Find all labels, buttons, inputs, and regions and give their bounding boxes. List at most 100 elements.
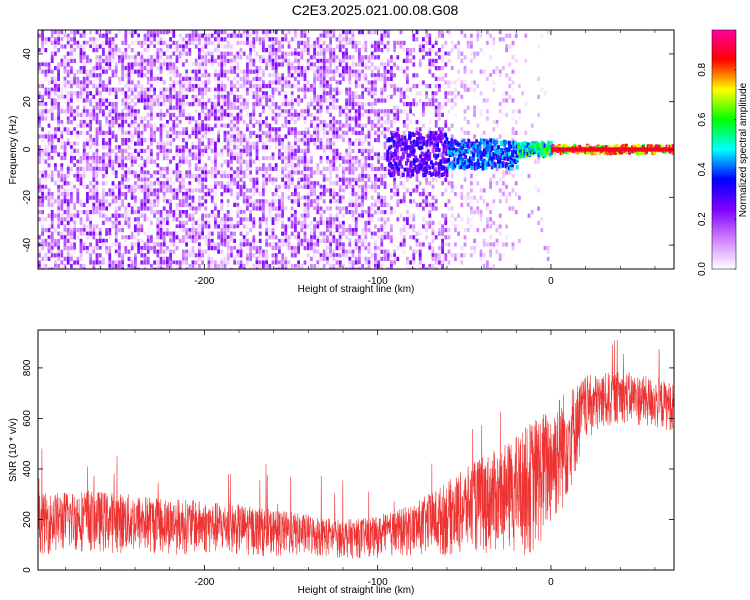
heatmap-cell	[338, 112, 342, 117]
heatmap-cell	[70, 30, 73, 35]
heatmap-cell	[92, 206, 96, 211]
heatmap-cell	[162, 148, 166, 153]
heatmap-cell	[150, 156, 153, 161]
heatmap-cell	[351, 33, 355, 38]
heatmap-cell	[166, 220, 169, 225]
heatmap-cell	[217, 55, 220, 60]
heatmap-cell	[79, 156, 83, 161]
heatmap-cell	[281, 145, 284, 150]
heatmap-cell	[287, 264, 291, 269]
heatmap-cell	[236, 174, 240, 179]
heatmap-cell	[44, 228, 48, 233]
heatmap-cell	[306, 127, 310, 132]
heatmap-cell	[303, 217, 307, 222]
heatmap-cell	[134, 235, 137, 240]
heatmap-cell	[220, 94, 224, 99]
heatmap-cell	[194, 206, 198, 211]
heatmap-cell	[98, 76, 102, 81]
heatmap-cell	[114, 206, 118, 211]
heatmap-cell	[316, 170, 320, 175]
heatmap-cell	[338, 246, 342, 251]
heatmap-cell	[194, 94, 198, 99]
heatmap-cell	[102, 33, 105, 38]
heatmap-cell	[230, 58, 233, 63]
heatmap-cell	[345, 112, 348, 117]
heatmap-cell	[70, 231, 73, 236]
heatmap-cell	[210, 238, 214, 243]
heatmap-cell	[146, 192, 150, 197]
heatmap-cell	[44, 116, 48, 121]
heatmap-cell	[306, 80, 310, 85]
heatmap-cell	[70, 37, 73, 42]
heatmap-cell	[281, 141, 284, 146]
heatmap-cell	[60, 249, 64, 254]
heatmap-cell	[294, 48, 297, 53]
heatmap-cell	[284, 192, 288, 197]
heatmap-cell	[111, 109, 115, 114]
heatmap-cell	[322, 134, 326, 139]
heatmap-cell	[57, 231, 60, 236]
heatmap-cell	[303, 202, 307, 207]
heatmap-cell	[348, 141, 352, 146]
heatmap-cell	[182, 94, 185, 99]
heatmap-cell	[121, 109, 124, 114]
heatmap-cell	[201, 62, 204, 67]
heatmap-cell	[137, 84, 140, 89]
heatmap-cell	[380, 73, 384, 78]
heatmap-cell	[98, 87, 102, 92]
heatmap-cell	[255, 30, 259, 35]
heatmap-cell	[268, 55, 272, 60]
heatmap-cell	[89, 69, 92, 74]
heatmap-cell	[159, 55, 163, 60]
heatmap-cell	[41, 102, 44, 107]
heatmap-cell	[303, 109, 307, 114]
heatmap-cell	[342, 55, 345, 60]
heatmap-cell	[268, 127, 272, 132]
heatmap-cell	[287, 260, 291, 265]
heatmap-cell	[370, 260, 374, 265]
heatmap-cell	[191, 228, 195, 233]
heatmap-cell	[326, 73, 329, 78]
heatmap-cell	[124, 123, 128, 128]
heatmap-cell	[265, 177, 268, 182]
heatmap-cell	[210, 199, 214, 204]
heatmap-cell	[73, 112, 76, 117]
heatmap-cell	[191, 264, 195, 269]
heatmap-cell	[41, 195, 44, 200]
heatmap-cell	[220, 181, 224, 186]
heatmap-cell	[294, 40, 297, 45]
heatmap-cell	[73, 80, 76, 85]
heatmap-cell	[82, 44, 86, 49]
heatmap-cell	[402, 238, 406, 243]
heatmap-cell	[57, 48, 60, 53]
heatmap-cell	[335, 145, 339, 150]
heatmap-cell	[150, 112, 153, 117]
heatmap-cell	[105, 62, 108, 67]
heatmap-cell	[386, 249, 390, 254]
heatmap-cell	[223, 134, 227, 139]
heatmap-cell	[249, 58, 252, 63]
heatmap-cell	[50, 156, 54, 161]
heatmap-cell	[178, 156, 182, 161]
heatmap-cell	[47, 123, 51, 128]
heatmap-cell	[361, 69, 364, 74]
heatmap-cell	[239, 249, 243, 254]
heatmap-cell	[233, 174, 236, 179]
heatmap-cell	[303, 30, 307, 35]
heatmap-cell	[114, 109, 118, 114]
heatmap-cell	[220, 98, 224, 103]
heatmap-cell	[281, 199, 284, 204]
heatmap-cell	[194, 210, 198, 215]
heatmap-cell	[358, 267, 361, 269]
heatmap-cell	[313, 138, 316, 143]
heatmap-cell	[98, 130, 102, 135]
heatmap-cell	[303, 195, 307, 200]
heatmap-cell	[105, 87, 108, 92]
heatmap-cell	[98, 156, 102, 161]
heatmap-cell	[287, 141, 291, 146]
heatmap-cell	[188, 76, 192, 81]
heatmap-cell	[338, 224, 342, 229]
heatmap-cell	[242, 217, 246, 222]
heatmap-cell	[76, 141, 80, 146]
heatmap-cell	[121, 112, 124, 117]
